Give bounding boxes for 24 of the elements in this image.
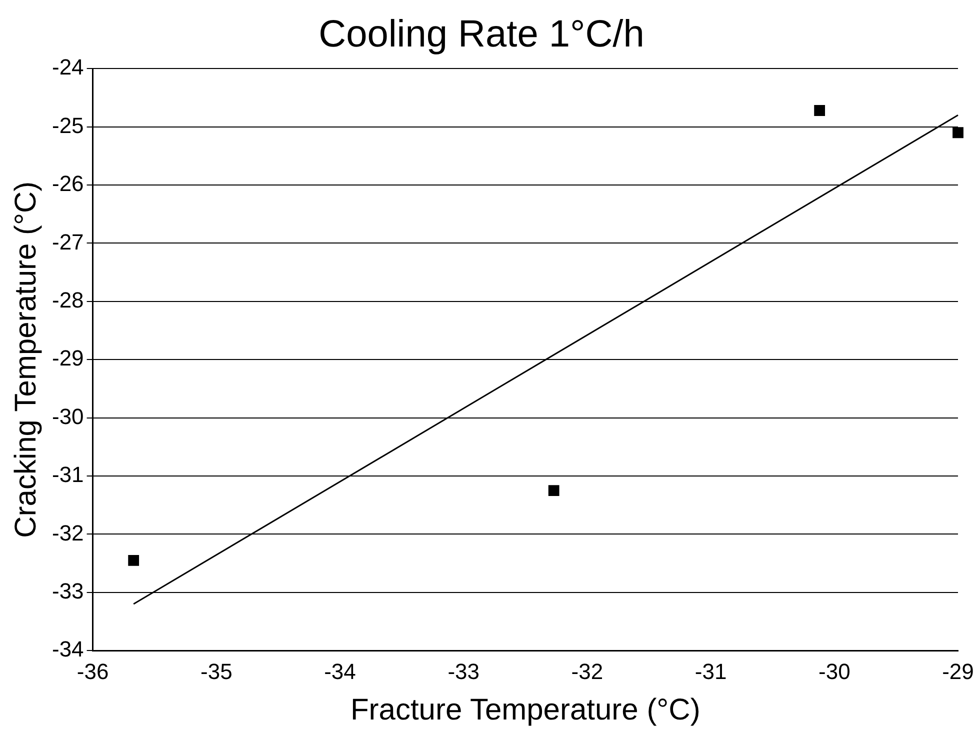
x-tick-label: -32: [571, 658, 604, 684]
y-tick-label: -32: [52, 520, 84, 546]
point: [128, 554, 140, 566]
y-tick-label: -25: [52, 112, 84, 138]
chart-title: Cooling Rate 1°C/h: [318, 13, 644, 56]
point: [952, 127, 964, 138]
x-tick-label: -30: [818, 658, 850, 684]
y-tick-label: -28: [52, 287, 84, 312]
point: [814, 105, 826, 116]
x-tick-label: -29: [942, 658, 974, 684]
y-tick-label: -29: [52, 346, 84, 371]
x-axis-title: Fracture Temperature (°C): [350, 693, 700, 726]
x-tick-label: -35: [200, 658, 232, 684]
y-tick-label: -26: [52, 171, 84, 196]
y-tick-label: -33: [52, 578, 84, 604]
y-tick-label: -27: [52, 229, 84, 254]
y-tick-label: -30: [52, 404, 84, 429]
y-tick-label: -24: [52, 54, 84, 80]
x-tick-label: -33: [448, 658, 480, 684]
y-axis-title: Cracking Temperature (°C): [9, 181, 42, 538]
y-tick-label: -31: [52, 462, 84, 488]
point: [548, 485, 560, 496]
x-tick-label: -34: [324, 658, 356, 684]
x-tick-label: -31: [694, 658, 727, 684]
